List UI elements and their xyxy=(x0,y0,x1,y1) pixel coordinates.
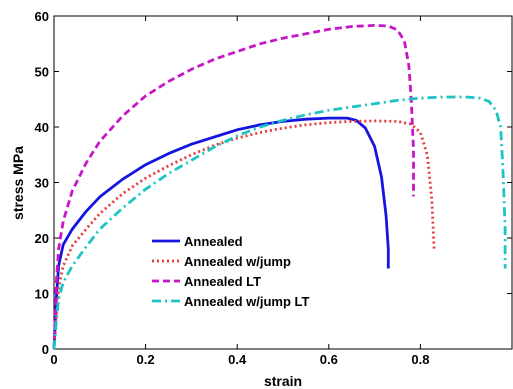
series-line-3 xyxy=(52,23,415,350)
series-line-2 xyxy=(52,119,436,350)
legend-label: Annealed w/jump xyxy=(184,254,291,269)
x-tick-label: 0.4 xyxy=(228,352,247,367)
y-axis-title: stress MPa xyxy=(10,146,26,220)
x-tick-label: 0.2 xyxy=(137,352,155,367)
series-line-4 xyxy=(52,95,507,350)
y-tick-label: 0 xyxy=(42,342,49,357)
y-tick-label: 10 xyxy=(35,287,49,302)
legend-label: Annealed LT xyxy=(184,274,261,289)
series-line-1 xyxy=(52,116,390,350)
x-tick-label: 0.6 xyxy=(320,352,338,367)
legend-label: Annealed xyxy=(184,234,243,249)
y-tick-label: 40 xyxy=(35,120,49,135)
y-tick-label: 20 xyxy=(35,231,49,246)
x-axis-title: strain xyxy=(264,373,302,389)
y-tick-label: 50 xyxy=(35,65,49,80)
series-lines xyxy=(52,23,507,350)
y-tick-labels: 0 10 20 30 40 50 60 xyxy=(35,9,49,357)
legend: Annealed Annealed w/jump Annealed LT Anneal… xyxy=(152,234,309,309)
x-tick-label: 0 xyxy=(50,352,57,367)
plot-area xyxy=(53,15,513,350)
x-tick-labels: 0 0.2 0.4 0.6 0.8 xyxy=(50,352,429,367)
legend-label: Annealed w/jump LT xyxy=(184,294,309,309)
y-tick-label: 30 xyxy=(35,176,49,191)
x-tick-label: 0.8 xyxy=(411,352,429,367)
y-tick-label: 60 xyxy=(35,9,49,24)
